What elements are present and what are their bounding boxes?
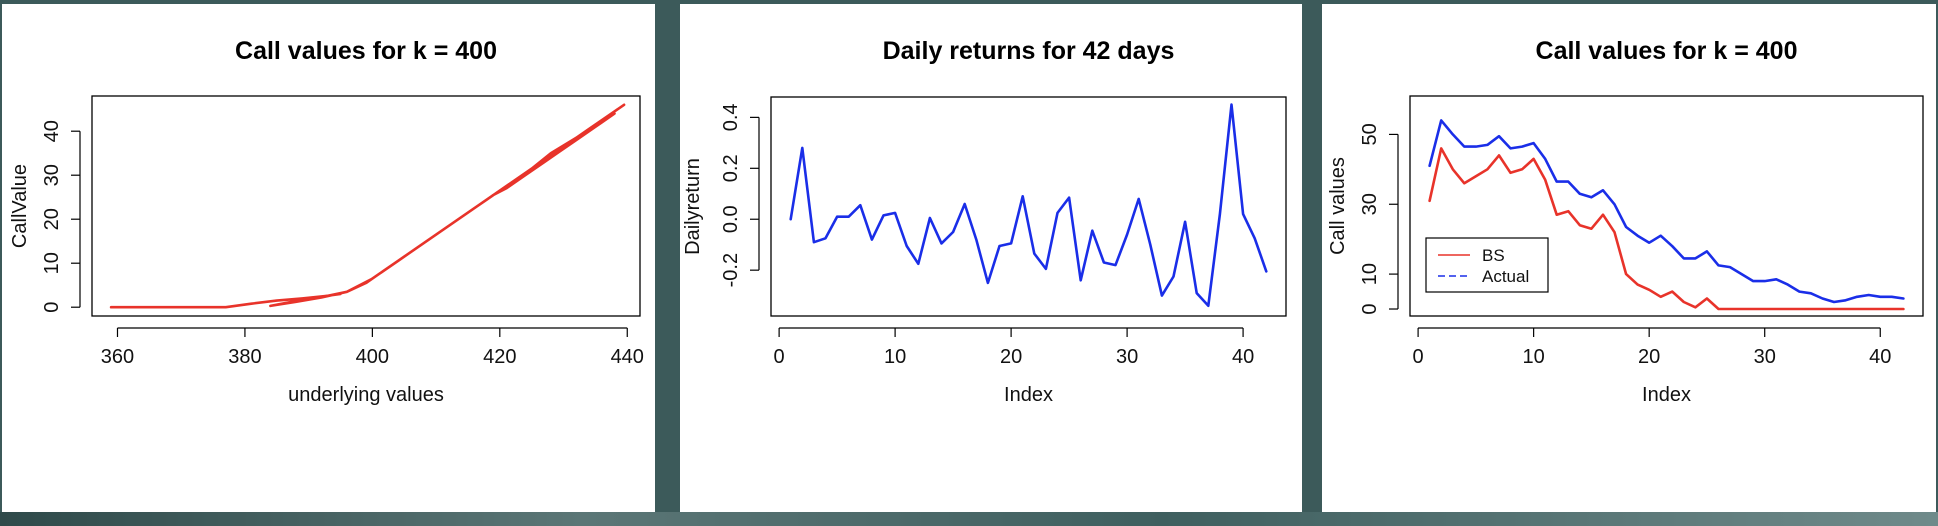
- chart-panel-call-values-underlying: Call values for k = 400 underlying value…: [2, 4, 655, 512]
- plot-frame: [1409, 95, 1924, 317]
- legend-box: [1425, 237, 1549, 293]
- chart-svg-call-values-index: Call values for k = 400 Index Call value…: [1327, 37, 1924, 406]
- x-tick-label: 400: [356, 346, 389, 368]
- legend-label-bs: BS: [1482, 246, 1505, 265]
- plot-frame: [770, 96, 1287, 317]
- y-axis-label: CallValue: [9, 164, 31, 248]
- plot-frame: [91, 95, 641, 317]
- chart-svg-call-values-underlying: Call values for k = 400 underlying value…: [9, 37, 644, 406]
- chart-svg-daily-returns: Daily returns for 42 days Index Dailyret…: [682, 37, 1287, 406]
- x-tick-label: 10: [884, 346, 906, 368]
- series-line-actual: [1428, 119, 1905, 304]
- x-tick-label: 0: [774, 346, 785, 368]
- x-tick-label: 40: [1869, 346, 1891, 368]
- y-tick-label: 0: [41, 302, 63, 313]
- x-tick-label: 40: [1232, 346, 1254, 368]
- x-tick-label: 20: [1000, 346, 1022, 368]
- chart-title: Call values for k = 400: [235, 37, 497, 65]
- y-tick-label: 40: [41, 120, 63, 142]
- x-tick-label: 420: [483, 346, 516, 368]
- x-tick-label: 360: [101, 346, 134, 368]
- y-tick-label: 30: [1359, 193, 1381, 215]
- x-tick-label: 440: [611, 346, 644, 368]
- y-tick-label: 0.2: [720, 154, 742, 182]
- x-tick-label: 30: [1116, 346, 1138, 368]
- x-axis-label: underlying values: [288, 384, 444, 406]
- y-axis-label: Call values: [1327, 157, 1349, 255]
- series-line-bs: [1428, 147, 1905, 311]
- series-line-main: [789, 103, 1268, 308]
- y-tick-label: 30: [41, 164, 63, 186]
- chart-panel-daily-returns: Daily returns for 42 days Index Dailyret…: [680, 4, 1302, 512]
- x-tick-label: 30: [1754, 346, 1776, 368]
- y-tick-label: 20: [41, 208, 63, 230]
- y-tick-label: -0.2: [720, 253, 742, 287]
- y-tick-label: 0.4: [720, 103, 742, 131]
- chart-title: Call values for k = 400: [1536, 37, 1798, 65]
- desktop-background-strip: [0, 512, 1938, 526]
- x-axis-label: Index: [1004, 384, 1053, 406]
- chart-panel-call-values-index: Call values for k = 400 Index Call value…: [1322, 4, 1936, 512]
- legend: BS Actual: [1425, 237, 1549, 293]
- x-axis-label: Index: [1642, 384, 1691, 406]
- y-tick-label: 10: [41, 252, 63, 274]
- y-tick-label: 10: [1359, 263, 1381, 285]
- series-line-main: [109, 103, 626, 309]
- legend-label-actual: Actual: [1482, 267, 1529, 286]
- y-axis-label: Dailyreturn: [682, 158, 704, 255]
- y-tick-label: 0: [1359, 303, 1381, 314]
- y-tick-label: 0.0: [720, 205, 742, 233]
- x-tick-label: 10: [1523, 346, 1545, 368]
- x-tick-label: 20: [1638, 346, 1660, 368]
- x-tick-label: 380: [228, 346, 261, 368]
- x-tick-label: 0: [1413, 346, 1424, 368]
- chart-title: Daily returns for 42 days: [883, 37, 1175, 65]
- y-tick-label: 50: [1359, 123, 1381, 145]
